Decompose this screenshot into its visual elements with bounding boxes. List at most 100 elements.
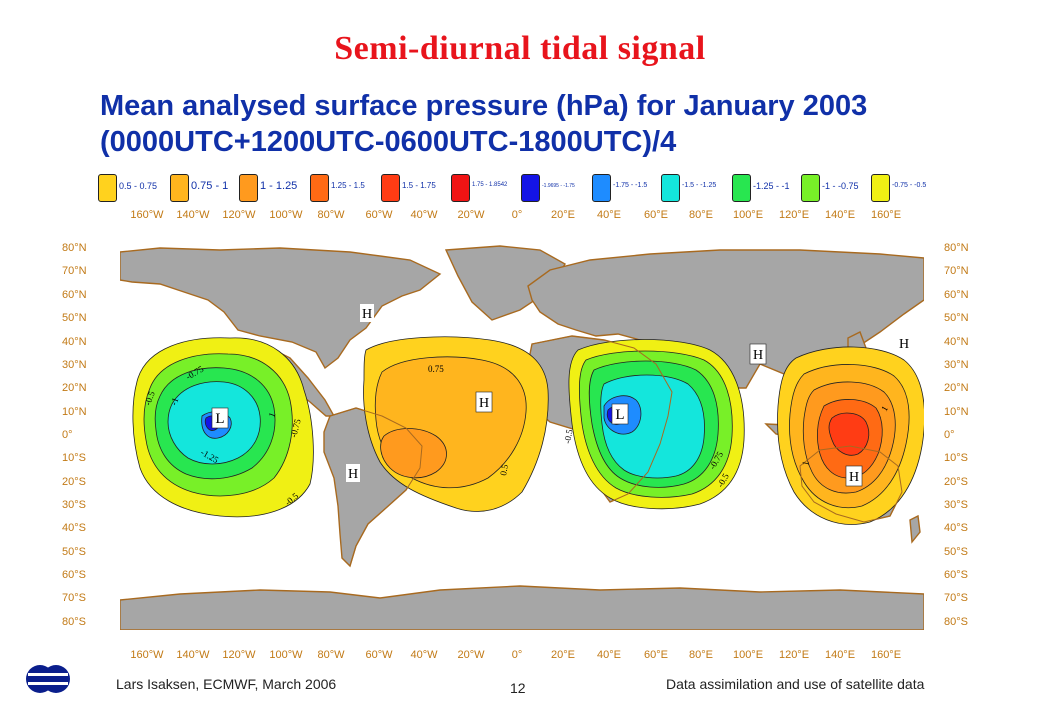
lat-label: 10°N [62,406,87,418]
legend-label: -1.75 - -1.5 [613,182,648,189]
longitude-labels-bottom: 160°W 140°W 120°W 100°W 80°W 60°W 40°W 2… [120,649,924,665]
lon-label: 140°W [176,209,210,221]
lon-label: 40°E [597,649,621,661]
legend-label: -1.25 - -1 [753,181,790,191]
lat-label: 20°N [944,382,969,394]
lat-label: 10°S [944,452,968,464]
lat-label: 80°N [62,242,87,254]
legend-swatch [871,174,890,202]
lat-label: 10°N [944,406,969,418]
lon-label: 160°W [130,209,164,221]
marker-box [475,391,493,413]
map-title-line1: Mean analysed surface pressure (hPa) for… [100,90,868,122]
lon-label: 140°E [824,209,856,221]
contour-label: -0.75 [288,417,303,438]
slide-title: Semi-diurnal tidal signal [334,30,706,67]
high-marker-w-pacific: H [899,337,909,352]
lon-label: 100°E [732,649,764,661]
lon-label: 20°E [551,649,575,661]
lat-label: 30°S [62,499,86,511]
lon-label: 100°W [269,209,303,221]
contour-label: -0.5 [562,428,574,444]
lat-label: 70°N [62,265,87,277]
legend-label: 1.25 - 1.5 [331,181,365,190]
contour-label: -1 [168,396,180,406]
latitude-labels-right: 80°N 70°N 60°N 50°N 40°N 30°N 20°N 10°N … [944,240,988,630]
marker-box [611,403,629,425]
lat-label: 80°N [944,242,969,254]
lat-label: 30°N [62,359,87,371]
high-marker-atlantic: H [479,396,489,411]
lon-label: 40°W [410,209,438,221]
lat-label: 50°S [62,546,86,558]
ecmwf-logo [26,665,70,693]
contour-label: 0.75 [428,364,444,374]
coast-australia [799,445,903,523]
lat-label: 80°S [944,616,968,628]
antarctica-shape [120,585,924,630]
legend-label: 0.5 - 0.75 [119,181,158,191]
lon-label: 140°W [176,649,210,661]
logo-stripe [28,682,68,685]
lat-label: 20°S [62,476,86,488]
lon-label: 80°W [317,209,345,221]
legend-label: 1.5 - 1.75 [402,181,436,190]
lat-label: 80°S [62,616,86,628]
footer-author: Lars Isaksen, ECMWF, March 2006 [116,676,337,692]
lon-label: 60°W [365,209,393,221]
contour-label: 1 [800,460,811,466]
longitude-labels-top: 160°W 140°W 120°W 100°W 80°W 60°W 40°W 2… [120,209,924,225]
legend-swatch [98,174,117,202]
legend-swatch [381,174,400,202]
lat-label: 30°N [944,359,969,371]
lat-label: 60°S [944,569,968,581]
w-pacific-high-cell [777,346,924,525]
lat-label: 30°S [944,499,968,511]
lon-label: 120°W [222,209,256,221]
legend-swatch [451,174,470,202]
legend-swatch [592,174,611,202]
lat-label: 60°N [944,289,969,301]
lon-label: 60°E [644,649,668,661]
lon-label: 20°E [551,209,575,221]
lon-label: 60°E [644,209,668,221]
lon-label: 120°W [222,649,256,661]
world-map: L L H H H H H H -0.75 -1 -0.5 -1.25 1 -0… [120,240,924,630]
lat-label: 60°N [62,289,87,301]
lon-label: 160°E [870,209,902,221]
logo-stripe [28,673,68,676]
lon-label: 40°E [597,209,621,221]
lon-label: 80°E [689,209,713,221]
lat-label: 40°N [944,336,969,348]
marker-box [346,464,360,482]
lat-label: 70°S [62,592,86,604]
atlantic-high-cell [363,336,549,512]
contour-fill [828,412,870,456]
lon-label: 0° [511,209,523,221]
high-marker-s-pacific: H [849,470,859,485]
low-marker-indian: L [615,407,624,423]
marker-box [845,465,863,487]
lat-label: 70°N [944,265,969,277]
marker-box [211,407,229,429]
footer-course: Data assimilation and use of satellite d… [666,676,925,692]
lat-label: 10°S [62,452,86,464]
indian-low-cell [568,339,745,510]
high-marker-andes: H [348,467,358,482]
contour-label: 1 [266,411,277,419]
legend-swatch [170,174,189,202]
high-marker-n-atlantic: H [362,307,372,322]
logo-right-circle [42,665,70,693]
lat-label: 20°N [62,382,87,394]
lon-label: 0° [511,649,523,661]
contour-label: 1 [879,404,890,413]
lat-label: 50°N [944,312,969,324]
lon-label: 60°W [365,649,393,661]
lon-label: 100°W [269,649,303,661]
legend-swatch [661,174,680,202]
lat-label: 70°S [944,592,968,604]
legend-label: 0.75 - 1 [191,180,229,192]
lon-label: 160°W [130,649,164,661]
coast-africa [531,335,673,503]
legend-swatch [801,174,820,202]
